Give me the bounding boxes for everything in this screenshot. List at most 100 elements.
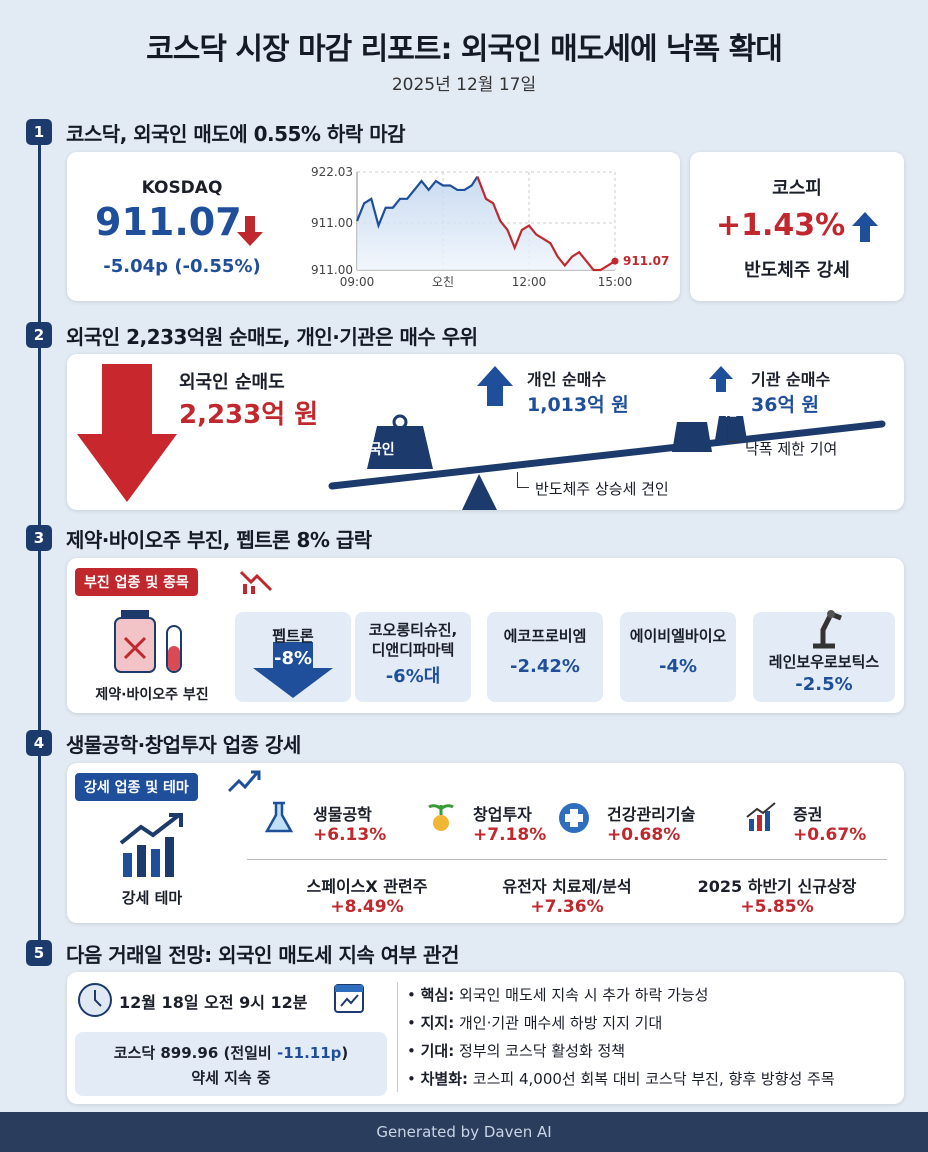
theme-name: 스페이스X 관련주 [306, 877, 428, 896]
weight-indiv-label: 개인 [677, 410, 698, 423]
forecast-status: 약세 지속 중 [191, 1069, 271, 1087]
calendar-chart-icon [334, 984, 364, 1013]
sector-name: 증권 [793, 805, 823, 824]
bullet-key: 핵심: [420, 986, 455, 1004]
weak-tag: 부진 업종 및 종목 [75, 568, 198, 596]
sector-change: +6.13% [313, 825, 387, 845]
bullet-text: 코스피 4,000선 회복 대비 코스닥 부진, 향후 방향성 주목 [468, 1070, 835, 1088]
flow-card: 외국인 순매도 2,233억 원 외국인 개인 기관 개인 순매수 1,013억… [67, 354, 904, 510]
weight-foreign-icon [367, 426, 433, 469]
outlook-card: 12월 18일 오전 9시 12분 코스닥 899.96 (전일비 -11.11… [67, 972, 904, 1104]
stock-name: 펩트론 [272, 627, 314, 645]
end-point [611, 257, 619, 265]
kospi-change: +1.43% [716, 208, 846, 243]
arrow-up-icon [709, 366, 733, 392]
weight-inst-label: 기관 [719, 408, 738, 419]
index-change: -5.04p (-0.55%) [103, 256, 261, 277]
page-title: 코스닥 시장 마감 리포트: 외국인 매도세에 낙폭 확대 [146, 32, 783, 67]
y-tick-label: 922.03 [311, 165, 353, 179]
forecast-box: 코스닥 899.96 (전일비 -11.11p) 약세 지속 중 [75, 1032, 387, 1096]
section-title: 생물공학·창업투자 업종 강세 [66, 733, 301, 757]
bullet-dot: • [407, 1042, 421, 1060]
theme-change: +8.49% [330, 897, 404, 917]
arrow-up-icon [477, 366, 513, 406]
sector-change: +7.18% [473, 825, 547, 845]
bar-chart-icon [746, 802, 776, 831]
theme-change: +7.36% [530, 897, 604, 917]
weak-stock-tile: 코오롱티슈진, 디앤디파마텍 -6%대 [355, 612, 471, 702]
section-title: 다음 거래일 전망: 외국인 매도세 지속 여부 관건 [66, 943, 459, 967]
section-title: 코스닥, 외국인 매도에 0.55% 하락 마감 [66, 122, 406, 146]
theme-name: 2025 하반기 신규상장 [697, 877, 857, 896]
strong-theme-label: 강세 테마 [121, 889, 183, 907]
seesaw-illustration [328, 414, 886, 510]
theme-name: 유전자 치료제/분석 [502, 877, 632, 896]
report-date: 2025년 12월 17일 [391, 75, 537, 95]
series-line [355, 175, 479, 229]
pharma-label: 제약·바이오주 부진 [95, 687, 209, 703]
section-number: 3 [26, 525, 52, 551]
bullet-key: 지지: [420, 1014, 455, 1032]
series-line [476, 176, 616, 272]
stock-name: 에이비엘바이오 [629, 627, 727, 645]
bullet-text: 정부의 코스닥 활성화 정책 [454, 1042, 626, 1060]
flask-icon [264, 801, 294, 833]
kospi-note: 반도체주 강세 [744, 260, 850, 281]
arrow-down-icon [237, 216, 263, 246]
end-label: 911.07 [623, 254, 669, 268]
forecast-text: 코스닥 899.96 (전일비 [113, 1044, 277, 1062]
section-number: 1 [26, 119, 52, 145]
forecast-change: -11.11p [276, 1044, 342, 1062]
trend-up-icon [227, 770, 261, 793]
strong-tag: 강세 업종 및 테마 [75, 773, 198, 801]
stock-name: 에코프로비엠 [503, 627, 587, 645]
bullet-dot: • [407, 1070, 421, 1088]
divider [247, 859, 887, 860]
kospi-label: 코스피 [772, 178, 822, 199]
inst-value: 36억 원 [751, 394, 820, 416]
theme-change: +5.85% [740, 897, 814, 917]
indiv-label: 개인 순매수 [527, 370, 607, 389]
money-plant-icon [428, 804, 454, 831]
connector [517, 472, 529, 488]
stock-change: -4% [658, 656, 698, 677]
medical-cross-icon [559, 803, 589, 833]
divider [397, 982, 398, 1092]
outlook-bullet: • 차별화: 코스피 4,000선 회복 대비 코스닥 부진, 향후 방향성 주… [407, 1068, 835, 1096]
stock-change: -2.42% [510, 656, 580, 677]
weight-foreign-label: 외국인 [356, 442, 395, 458]
weak-sector-card: 부진 업종 및 종목 제약·바이오주 부진 펩트론 -8% 코오롱티슈진, 디앤디파… [67, 558, 904, 713]
bullet-text: 외국인 매도세 지속 시 추가 하락 가능성 [454, 986, 709, 1004]
chart-down-icon [239, 570, 273, 594]
sector-name: 창업투자 [473, 805, 532, 824]
section-title: 외국인 2,233억원 순매도, 개인·기관은 매수 우위 [66, 325, 478, 349]
section-title: 제약·바이오주 부진, 펩트론 8% 급락 [66, 528, 372, 552]
stock-change: -8% [273, 648, 313, 669]
weak-stock-tile: 펩트론 -8% [235, 612, 351, 702]
section-number: 4 [26, 730, 52, 756]
outlook-bullet: • 기대: 정부의 코스닥 활성화 정책 [407, 1040, 835, 1068]
note-limit: 낙폭 제한 기여 [745, 440, 838, 458]
bullet-key: 기대: [420, 1042, 455, 1060]
y-tick-label: 911.00 [311, 263, 353, 277]
indiv-value: 1,013억 원 [527, 394, 629, 416]
area-fill [357, 176, 615, 270]
footer: Generated by Daven AI [0, 1112, 928, 1152]
x-tick-label: 12:00 [512, 275, 547, 289]
clock-icon [78, 983, 112, 1017]
next-session-time: 12월 18일 오전 9시 12분 [119, 993, 308, 1012]
sector-name: 생물공학 [313, 805, 372, 824]
kospi-card: 코스피 +1.43% 반도체주 강세 [690, 152, 904, 301]
growth-chart-icon [119, 813, 183, 877]
foreign-value: 2,233억 원 [179, 400, 319, 430]
weak-stock-tile: 레인보우로보틱스 -2.5% [753, 610, 895, 702]
weak-stock-tile: 에이비엘바이오 -4% [620, 612, 736, 702]
arrow-up-icon [852, 212, 878, 242]
index-name: KOSDAQ [141, 178, 223, 198]
stock-change: -6%대 [385, 666, 441, 687]
sector-change: +0.67% [793, 825, 867, 845]
connector [727, 426, 739, 442]
robot-arm-icon [813, 610, 842, 649]
stock-name: 레인보우로보틱스 [768, 653, 880, 671]
